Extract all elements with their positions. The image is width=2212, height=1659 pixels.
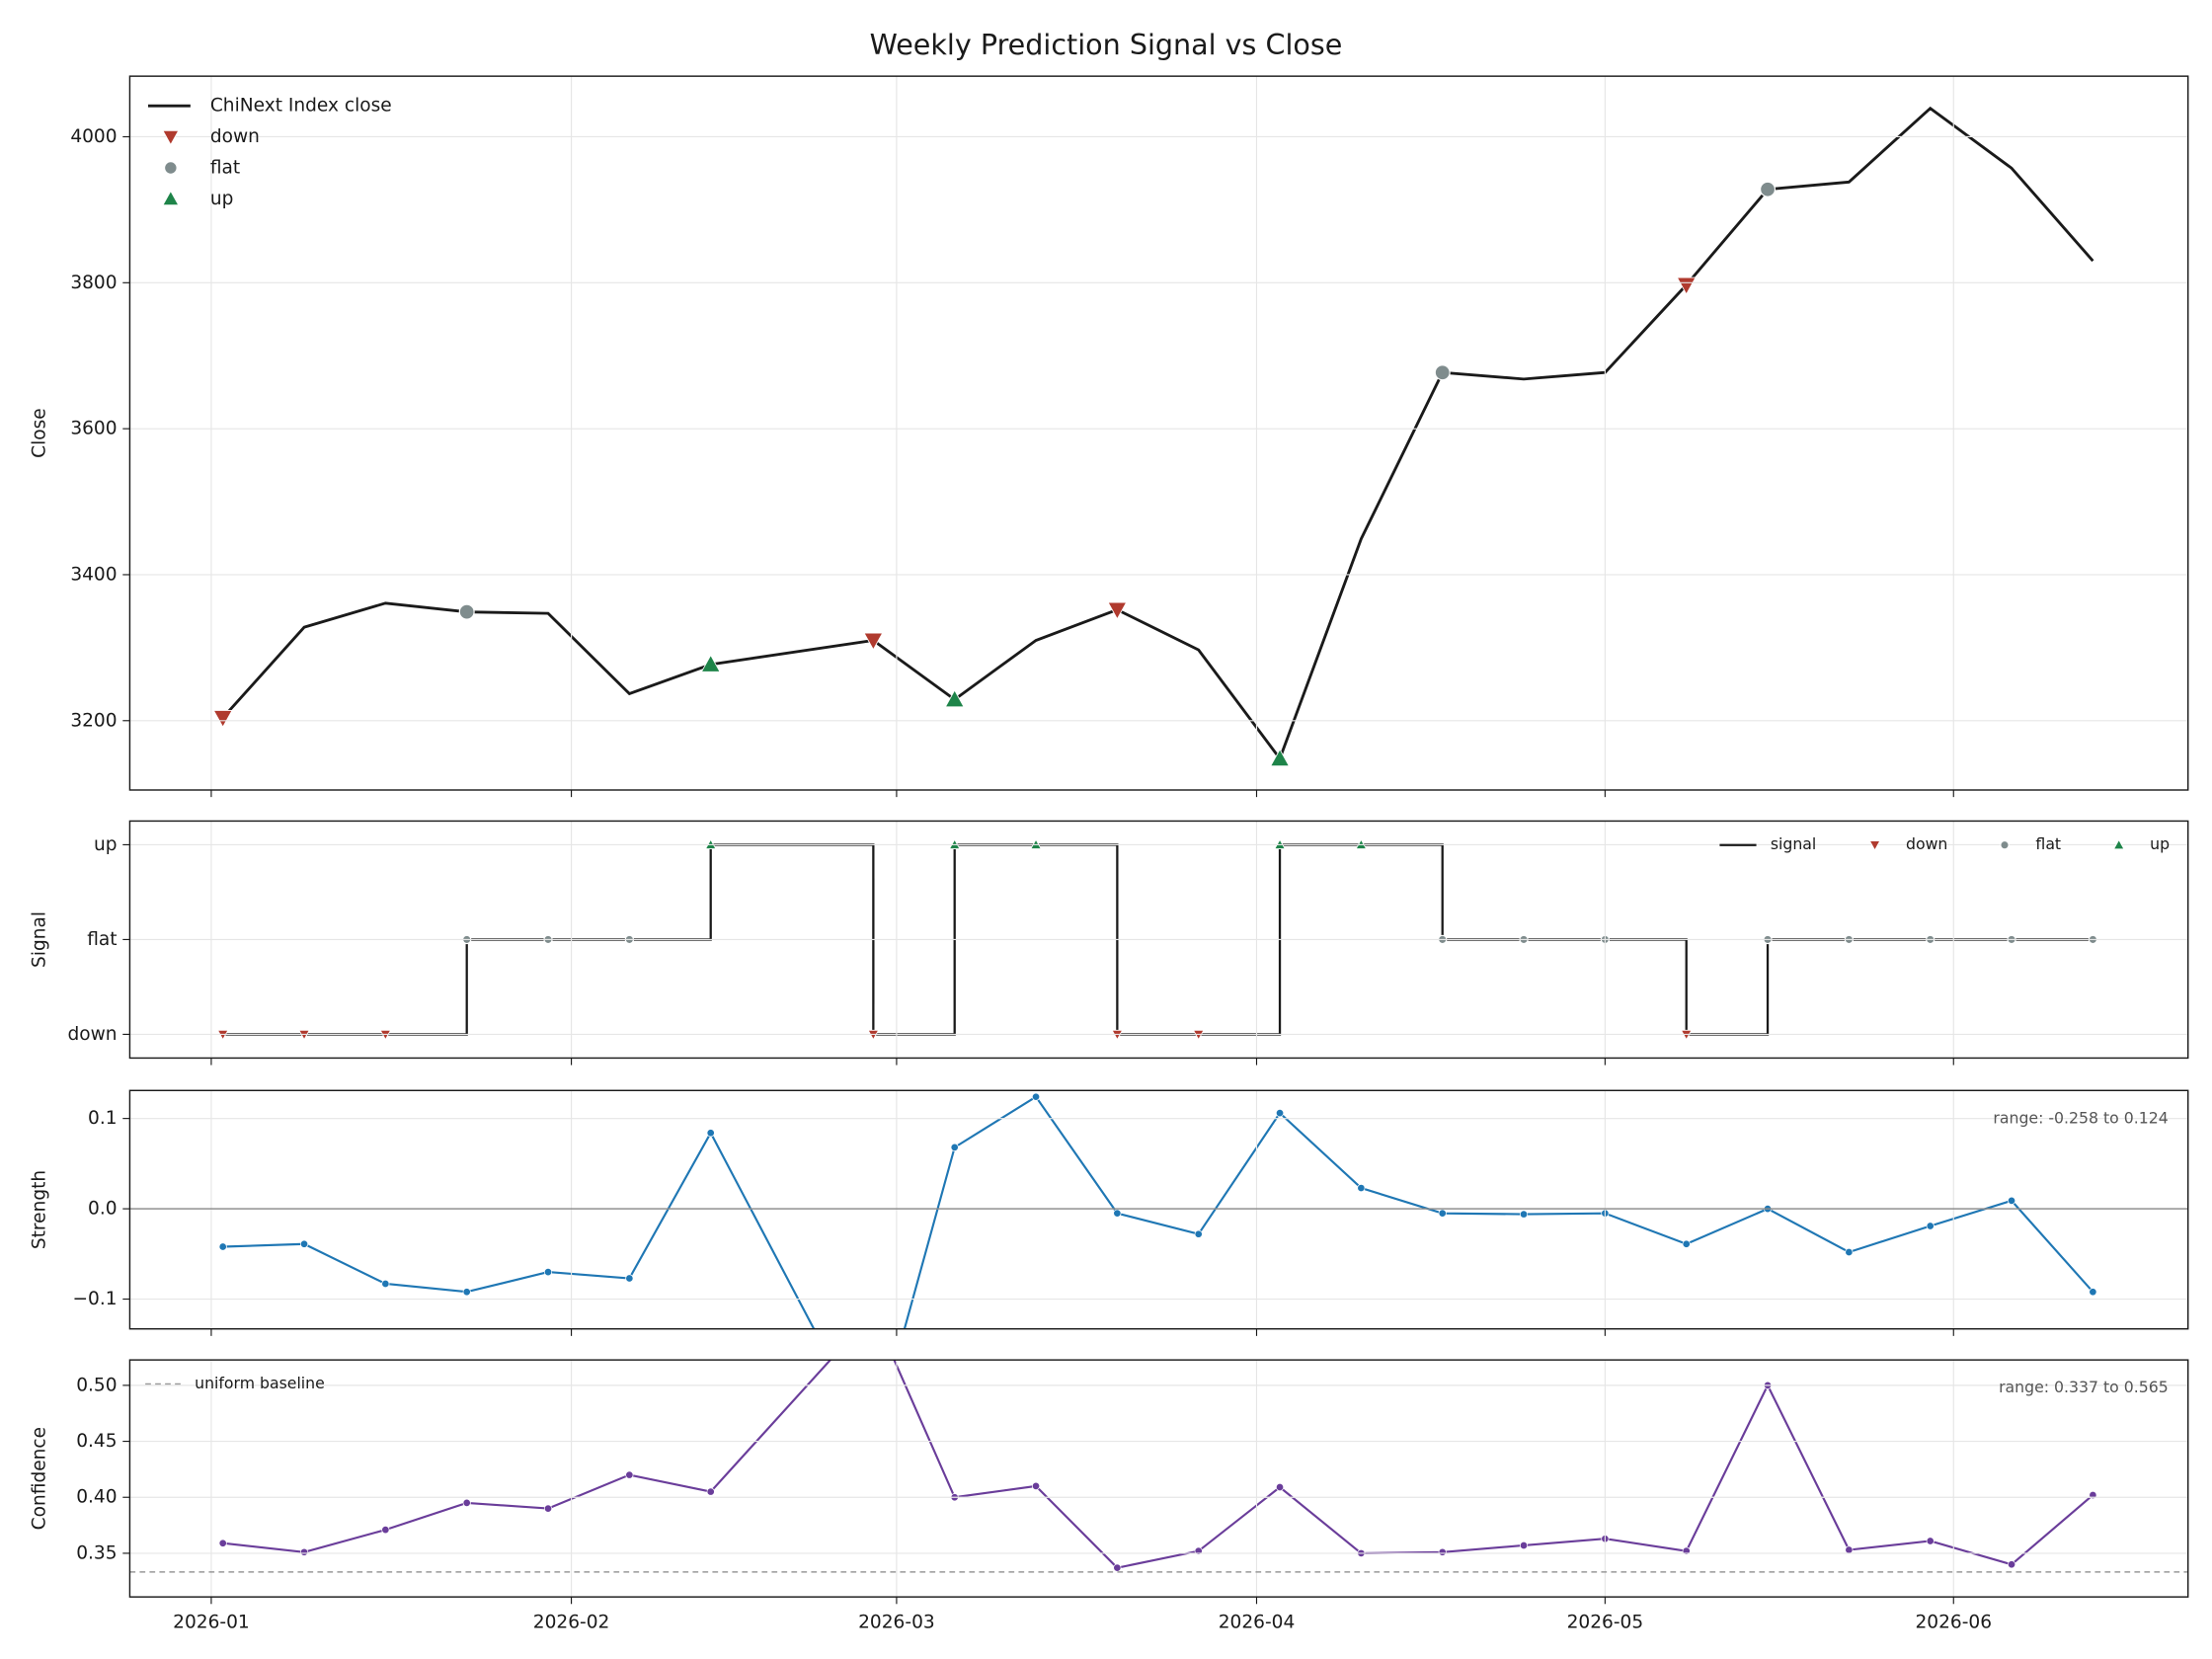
x-tick-label: 2026-05 [1567, 1612, 1644, 1632]
y-tick-label: 0.45 [76, 1431, 117, 1452]
data-point [218, 1539, 227, 1547]
y-tick-label: 3800 [70, 273, 117, 293]
data-point [2007, 1560, 2016, 1569]
legend-marker [163, 161, 178, 175]
range-annotation: range: 0.337 to 0.565 [1999, 1378, 2169, 1396]
data-point [706, 1129, 715, 1138]
y-tick-label: 0.0 [88, 1199, 118, 1220]
data-point [462, 1498, 471, 1507]
y-axis-label: Confidence [30, 1427, 50, 1530]
data-point [299, 1547, 309, 1556]
data-point [1357, 1183, 1366, 1193]
panel-frame [128, 75, 2189, 791]
series-line [221, 106, 2094, 762]
y-tick-label: 3200 [70, 710, 117, 731]
legend-label: flat [210, 158, 240, 179]
legend-marker [2112, 838, 2125, 850]
y-tick-label: 0.40 [76, 1487, 117, 1508]
panel-frame [128, 1089, 2189, 1330]
panel-frame [128, 1359, 2189, 1598]
x-tick-label: 2026-01 [173, 1612, 250, 1632]
data-point [218, 1242, 227, 1251]
x-tick-label: 2026-06 [1915, 1612, 1992, 1632]
data-point [1926, 1537, 1935, 1545]
y-tick-label: 0.1 [88, 1108, 118, 1129]
chart-title: Weekly Prediction Signal vs Close [870, 28, 1343, 61]
x-tick-label: 2026-03 [858, 1612, 935, 1632]
data-point [625, 1274, 634, 1283]
legend-label: up [2150, 834, 2170, 853]
y-tick-label: −0.1 [72, 1289, 117, 1309]
data-point [1275, 1482, 1285, 1492]
y-tick-label: 0.50 [76, 1375, 117, 1395]
data-point [1113, 1209, 1122, 1218]
data-point [2089, 1288, 2097, 1297]
change-marker [863, 632, 884, 651]
data-point [1113, 1563, 1122, 1572]
data-point [1519, 1540, 1529, 1550]
x-tick-label: 2026-02 [533, 1612, 610, 1632]
data-point [299, 1239, 309, 1248]
data-point [1926, 1222, 1935, 1230]
range-annotation: range: -0.258 to 0.124 [1993, 1108, 2168, 1127]
data-point [1275, 1109, 1285, 1118]
data-point [1438, 1209, 1447, 1218]
change-marker [1270, 749, 1291, 767]
y-tick-label: 0.35 [76, 1542, 117, 1563]
legend-label: uniform baseline [195, 1374, 325, 1392]
change-marker [1434, 364, 1451, 381]
data-point [2007, 1196, 2016, 1205]
y-axis-label: Signal [30, 911, 50, 968]
data-point [1519, 1210, 1529, 1219]
change-marker [458, 603, 475, 620]
data-point [950, 1143, 959, 1151]
legend-label: down [210, 126, 260, 147]
change-marker [700, 654, 721, 672]
change-marker [1760, 181, 1777, 198]
legend-label: down [1906, 834, 1947, 853]
y-axis-label: Close [29, 408, 49, 458]
y-tick-label: down [67, 1024, 117, 1045]
data-point [1031, 1481, 1041, 1490]
legend-label: ChiNext Index close [210, 96, 392, 117]
data-point [1438, 1547, 1447, 1556]
y-tick-label: 3600 [70, 419, 117, 439]
legend-label: signal [1771, 834, 1816, 853]
legend-marker [1868, 840, 1881, 851]
y-tick-label: 3400 [70, 564, 117, 585]
data-point [1194, 1229, 1203, 1238]
data-point [462, 1288, 471, 1297]
y-axis-label: Strength [29, 1170, 49, 1249]
data-point [381, 1279, 390, 1289]
legend-marker [162, 190, 180, 206]
legend-label: flat [2035, 834, 2061, 853]
legend-label: up [210, 189, 234, 209]
y-tick-label: 4000 [70, 126, 117, 147]
data-point [706, 1487, 715, 1496]
data-point [1682, 1239, 1691, 1248]
x-tick-label: 2026-04 [1219, 1612, 1296, 1632]
panel-frame [128, 820, 2189, 1060]
change-marker [212, 709, 233, 728]
data-point [543, 1268, 553, 1277]
data-point [543, 1504, 553, 1513]
y-tick-label: up [94, 834, 118, 855]
change-marker [1107, 601, 1128, 620]
change-marker [1676, 276, 1697, 295]
data-point [1845, 1545, 1854, 1554]
data-point [625, 1470, 634, 1479]
legend-marker [2000, 840, 2010, 850]
change-marker [944, 689, 965, 708]
panel-plot [218, 1092, 2097, 1329]
y-tick-label: flat [87, 929, 117, 950]
panel-plot [212, 106, 2094, 767]
data-point [381, 1526, 390, 1535]
data-point [1031, 1092, 1041, 1101]
legend-marker [162, 129, 180, 146]
data-point [1845, 1247, 1854, 1257]
